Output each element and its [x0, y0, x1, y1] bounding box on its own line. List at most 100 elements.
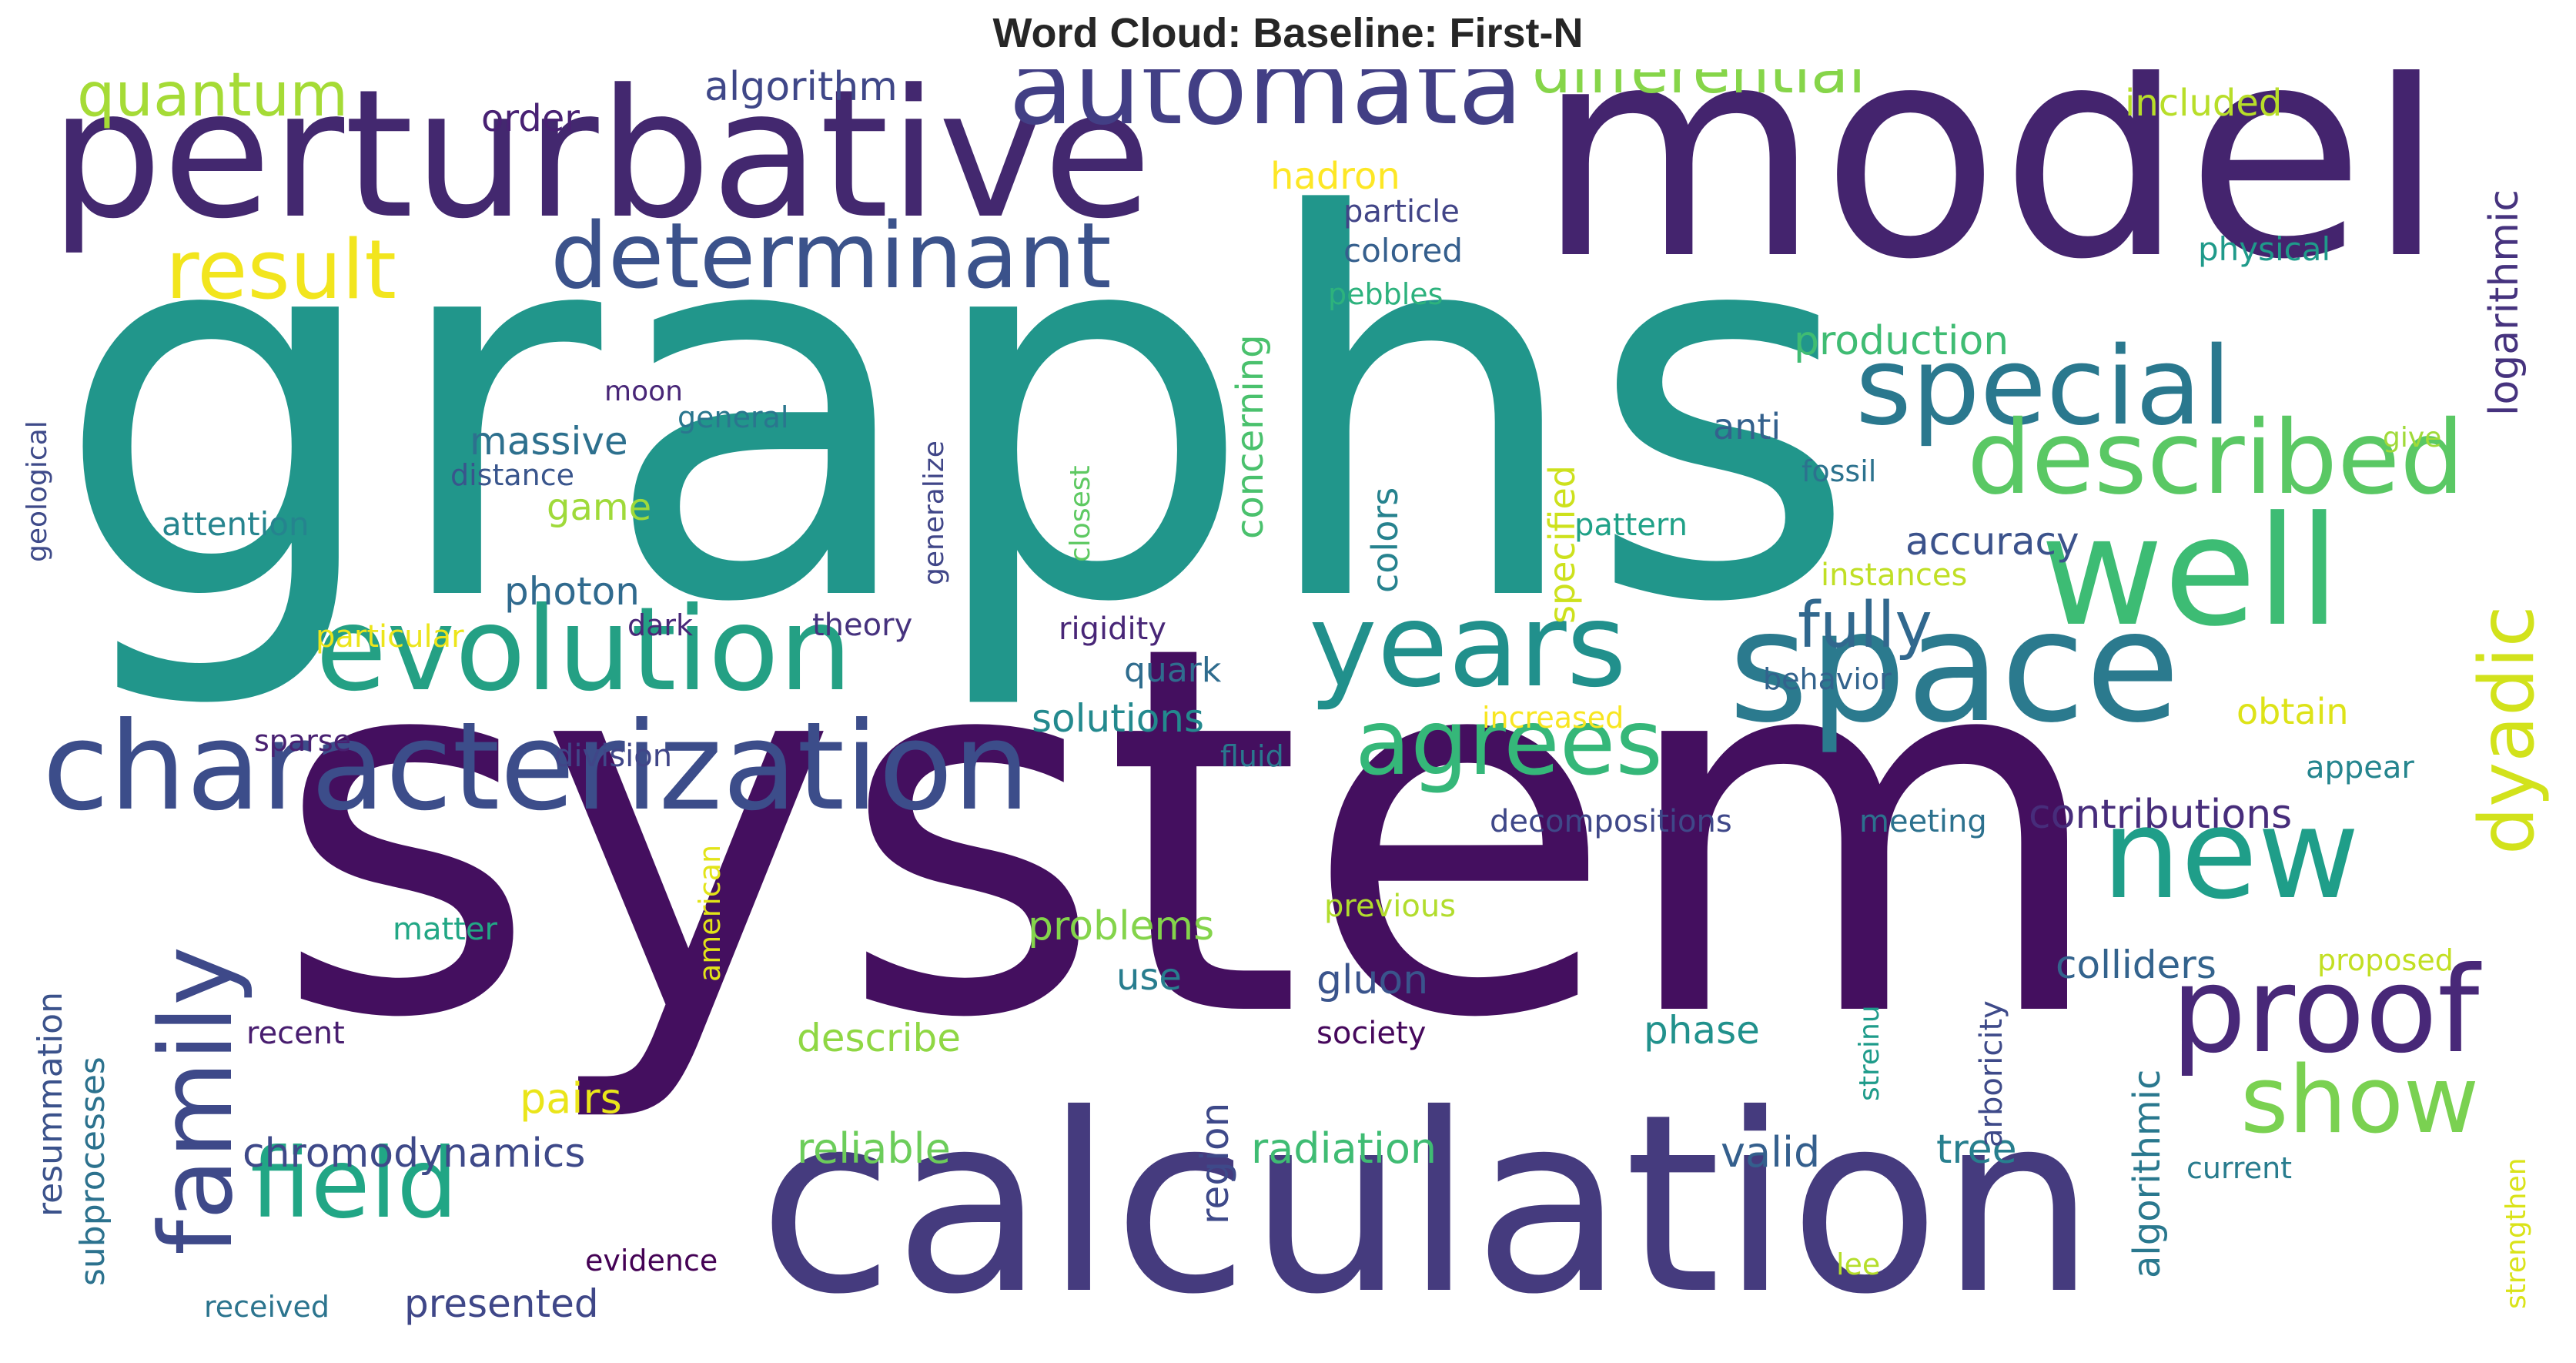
word-distance: distance	[450, 458, 574, 492]
word-received: received	[204, 1290, 330, 1324]
word-model: model	[1536, 69, 2447, 323]
word-problems: problems	[1028, 903, 1214, 949]
word-valid: valid	[1721, 1128, 1820, 1177]
word-colors: colors	[1364, 487, 1406, 593]
word-quantum: quantum	[77, 69, 348, 130]
word-region: region	[1193, 1103, 1237, 1224]
word-give: give	[2383, 422, 2441, 454]
word-differential: differential	[1532, 69, 1865, 107]
word-pattern: pattern	[1574, 507, 1688, 543]
word-subprocesses: subprocesses	[73, 1057, 112, 1286]
word-streinu: streinu	[1854, 1005, 1885, 1101]
word-game: game	[547, 486, 651, 529]
word-graphs: graphs	[54, 108, 1859, 717]
word-described: described	[1967, 399, 2464, 517]
word-matter: matter	[393, 912, 497, 947]
word-tree: tree	[1936, 1127, 2017, 1173]
word-automata: automata	[1009, 69, 1523, 149]
word-anti: anti	[1713, 406, 1781, 447]
word-massive: massive	[470, 419, 628, 464]
word-special: special	[1855, 324, 2232, 450]
word-reliable: reliable	[797, 1124, 951, 1173]
word-included: included	[2125, 82, 2282, 125]
word-proof: proof	[2171, 942, 2482, 1080]
word-presented: presented	[404, 1281, 599, 1326]
word-fully: fully	[1798, 589, 1932, 662]
word-theory: theory	[812, 608, 912, 643]
word-hadron: hadron	[1270, 155, 1400, 198]
word-current: current	[2186, 1151, 2292, 1185]
word-dark: dark	[627, 608, 693, 642]
word-fossil: fossil	[1802, 454, 1876, 488]
word-division: division	[554, 738, 672, 774]
word-american: american	[693, 845, 727, 982]
word-perturbative: perturbative	[50, 69, 1152, 258]
word-accuracy: accuracy	[1905, 519, 2079, 564]
word-agrees: agrees	[1355, 689, 1663, 795]
word-fluid: fluid	[1220, 739, 1284, 773]
word-pairs: pairs	[520, 1074, 622, 1123]
word-pebbles: pebbles	[1328, 277, 1443, 311]
word-obtain: obtain	[2236, 691, 2349, 732]
word-gluon: gluon	[1316, 957, 1428, 1003]
word-physical: physical	[2198, 230, 2330, 268]
word-logarithmic: logarithmic	[2481, 189, 2527, 416]
word-closest: closest	[1065, 465, 1096, 562]
word-use: use	[1116, 956, 1182, 999]
word-generalize: generalize	[918, 440, 950, 585]
word-result: result	[166, 223, 396, 317]
word-photon: photon	[504, 569, 640, 614]
word-particle: particle	[1343, 194, 1460, 229]
word-specified: specified	[1541, 465, 1583, 624]
word-algorithm: algorithm	[704, 69, 898, 110]
word-well: well	[2040, 484, 2340, 660]
word-calculation: calculation	[758, 1062, 2096, 1348]
word-solutions: solutions	[1032, 696, 1204, 741]
word-dyadic: dyadic	[2464, 605, 2551, 855]
word-colliders: colliders	[2056, 943, 2216, 987]
word-rigidity: rigidity	[1059, 611, 1166, 647]
word-chromodynamics: chromodynamics	[243, 1130, 585, 1177]
word-instances: instances	[1821, 558, 1967, 593]
word-recent: recent	[246, 1016, 345, 1051]
word-contributions: contributions	[2029, 792, 2292, 838]
word-society: society	[1316, 1016, 1426, 1051]
word-colored: colored	[1343, 232, 1463, 270]
word-proposed: proposed	[2317, 943, 2454, 977]
word-resummation: resummation	[31, 992, 70, 1217]
word-behavior: behavior	[1763, 662, 1892, 696]
word-show: show	[2240, 1047, 2479, 1154]
word-sparse: sparse	[254, 724, 351, 758]
word-evidence: evidence	[585, 1244, 718, 1278]
word-meeting: meeting	[1859, 804, 1987, 839]
word-evolution: evolution	[316, 583, 852, 717]
chart-title: Word Cloud: Baseline: First-N	[992, 10, 1584, 56]
word-new: new	[2102, 782, 2360, 927]
word-lee: lee	[1836, 1247, 1880, 1281]
word-phase: phase	[1644, 1008, 1760, 1053]
word-concerning: concerning	[1229, 334, 1272, 539]
word-appear: appear	[2306, 750, 2414, 785]
word-family: family	[138, 946, 255, 1255]
word-moon: moon	[604, 376, 683, 407]
word-algorithmic: algorithmic	[2126, 1070, 2169, 1278]
word-attention: attention	[162, 505, 309, 543]
word-geological: geological	[22, 420, 53, 562]
word-production: production	[1794, 318, 2009, 364]
word-quark: quark	[1124, 651, 1222, 690]
word-field: field	[250, 1128, 458, 1240]
word-determinant: determinant	[550, 203, 1112, 309]
word-general: general	[677, 400, 788, 434]
word-previous: previous	[1324, 889, 1456, 924]
word-characterization: characterization	[42, 696, 1030, 838]
word-decompositions: decompositions	[1490, 804, 1732, 839]
word-describe: describe	[797, 1016, 961, 1060]
word-strengthen: strengthen	[2501, 1157, 2532, 1309]
word-years: years	[1309, 579, 1627, 713]
word-space: space	[1728, 578, 2180, 757]
word-order: order	[481, 97, 580, 140]
word-arboricity: arboricity	[1974, 1000, 2009, 1147]
word-increased: increased	[1482, 701, 1624, 735]
word-particular: particular	[316, 619, 464, 655]
